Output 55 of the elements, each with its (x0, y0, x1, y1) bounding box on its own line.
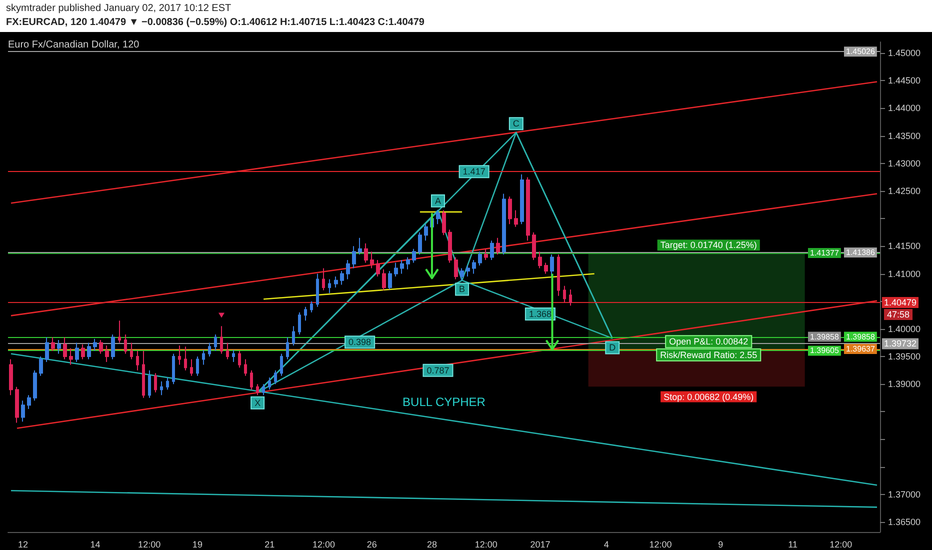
x-tick-label: 21 (264, 540, 275, 550)
y-tick-label: 1.39500 (888, 352, 921, 362)
x-tick-label: 9 (718, 540, 724, 550)
x-tick-label: 2017 (530, 540, 550, 550)
y-tick-label: 1.43500 (888, 130, 921, 141)
ref-line-label: 1.39637 (846, 344, 876, 354)
annotation: D (609, 342, 616, 353)
x-tick-label: 12:00 (649, 540, 672, 550)
annotation: X (254, 398, 261, 408)
x-tick-label: 12:00 (474, 540, 498, 550)
y-tick-label: 1.44500 (888, 76, 921, 86)
annotation: 0.787 (426, 365, 450, 376)
chart-subtitle: skymtrader published January 02, 2017 10:12 EST (6, 2, 232, 16)
y-tick-label: 1.45000 (888, 48, 921, 58)
annotation: Stop: 0.00682 (0.49%) (664, 392, 754, 402)
x-tick-label: 14 (90, 540, 100, 550)
annotation: 1.417 (462, 166, 486, 177)
annotation: 0.398 (348, 337, 372, 348)
ref-line-label: 1.39732 (884, 338, 917, 349)
annotation: Euro Fx/Canadian Dollar, 120 (8, 40, 140, 50)
ref-line-label: 1.39605 (810, 346, 840, 356)
ref-line-label: 1.40479 (884, 298, 917, 308)
y-tick-label: 1.42500 (888, 186, 921, 196)
annotation: C (512, 118, 520, 129)
text: 47:58 (887, 310, 910, 320)
x-tick-label: 12:00 (138, 540, 161, 550)
x-tick-label: 12 (18, 540, 28, 550)
y-tick-label: 1.41000 (888, 268, 921, 279)
y-tick-label: 1.41500 (888, 241, 921, 252)
x-tick-label: 28 (426, 540, 437, 550)
annotation: Risk/Reward Ratio: 2.55 (660, 350, 758, 360)
y-tick-label: 1.44000 (888, 103, 921, 114)
x-tick-label: 4 (604, 540, 609, 550)
annotation: A (434, 196, 441, 206)
x-tick-label: 12:00 (312, 540, 335, 550)
annotation: B (459, 284, 466, 294)
annotation: 1.39858 (810, 332, 840, 342)
chart-title: FX:EURCAD, 120 1.40479 ▼ −0.00836 (−0.59%) O:1.40612 H:1.40715 L:1.40423 C:1.40479 (6, 16, 426, 30)
ref-line-label: 1.41377 (810, 248, 840, 258)
x-tick-label: 12:00 (830, 540, 852, 550)
y-tick-label: 1.43000 (888, 158, 921, 168)
y-tick-label: 1.40000 (888, 324, 921, 334)
ref-line-label: 1.45026 (846, 47, 876, 56)
y-tick-label: 1.37000 (888, 489, 921, 500)
ref-line-label: 1.39858 (846, 332, 876, 342)
annotation: 1.368 (528, 309, 552, 320)
ref-line-label: 1.41386 (846, 248, 876, 257)
x-tick-label: 19 (192, 540, 202, 550)
y-tick-label: 1.39000 (888, 379, 921, 390)
x-tick-label: 26 (366, 540, 377, 550)
annotation: BULL CYPHER (402, 394, 486, 409)
y-tick-label: 1.36500 (888, 517, 921, 528)
annotation: Open P&L: 0.00842 (669, 336, 748, 347)
annotation: Target: 0.01740 (1.25%) (660, 240, 757, 250)
x-tick-label: 11 (788, 540, 798, 550)
